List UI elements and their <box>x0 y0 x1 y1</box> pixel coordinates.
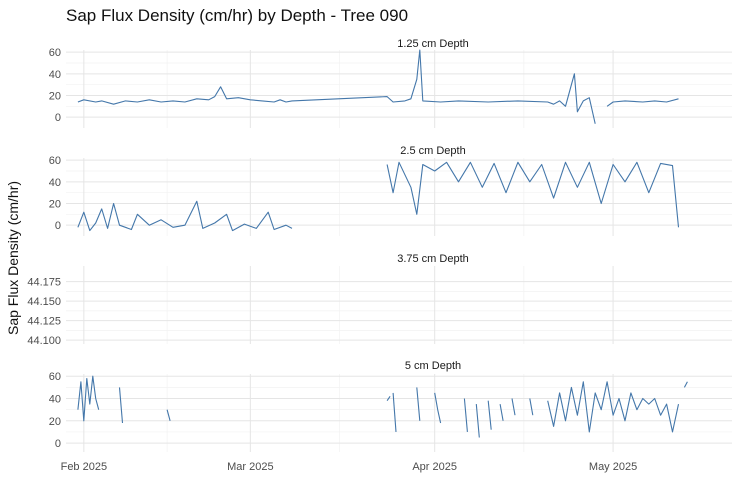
x-tick-label: Mar 2025 <box>227 461 273 473</box>
series-line <box>606 98 679 107</box>
x-tick-label: Apr 2025 <box>412 461 457 473</box>
series-line <box>499 404 504 421</box>
y-tick-label: 40 <box>49 69 61 81</box>
series-line <box>683 381 688 388</box>
panel-4: 0 20 40 60 5 cm Depth <box>49 360 732 452</box>
y-tick-label: 20 <box>49 416 61 428</box>
series-line <box>77 375 100 422</box>
series-line <box>511 398 516 416</box>
y-tick-label: 60 <box>49 155 61 167</box>
series-line <box>416 387 421 421</box>
y-tick-label: 44.175 <box>27 277 61 289</box>
y-tick-label: 60 <box>49 371 61 383</box>
y-tick-label: 40 <box>49 394 61 406</box>
series-line <box>77 49 596 124</box>
panel-2: 0 20 40 60 2.5 cm Depth <box>49 145 732 236</box>
series-line <box>463 398 468 432</box>
series-line <box>77 200 293 232</box>
series-line <box>118 387 124 424</box>
x-tick-label: May 2025 <box>589 461 637 473</box>
y-tick-label: 20 <box>49 91 61 103</box>
series-line <box>386 395 391 402</box>
y-tick-label: 44.125 <box>27 316 61 328</box>
y-axis-label: Sap Flux Density (cm/hr) <box>5 181 21 335</box>
y-tick-label: 44.100 <box>27 335 61 347</box>
panel-strip-label: 2.5 cm Depth <box>400 145 465 157</box>
panel-strip-label: 1.25 cm Depth <box>397 38 469 50</box>
series-line <box>386 161 680 228</box>
y-tick-label: 44.150 <box>27 296 61 308</box>
y-tick-label: 40 <box>49 177 61 189</box>
y-tick-label: 20 <box>49 199 61 211</box>
chart-title: Sap Flux Density (cm/hr) by Depth - Tree… <box>66 6 408 25</box>
series-line <box>529 398 534 416</box>
y-tick-label: 0 <box>55 438 61 450</box>
panel-1: 0 20 40 60 1.25 cm Depth <box>49 38 732 128</box>
series-line <box>434 392 442 424</box>
panel-strip-label: 5 cm Depth <box>405 360 461 372</box>
series-line <box>547 381 680 433</box>
series-line <box>487 400 492 430</box>
series-line <box>392 392 397 432</box>
y-tick-label: 0 <box>55 112 61 124</box>
y-tick-label: 60 <box>49 47 61 59</box>
series-line <box>166 409 171 421</box>
series-line <box>475 404 480 438</box>
panel-3: 44.100 44.125 44.150 44.175 3.75 cm Depth <box>27 253 732 347</box>
y-tick-label: 0 <box>55 220 61 232</box>
x-tick-label: Feb 2025 <box>61 461 107 473</box>
panel-strip-label: 3.75 cm Depth <box>397 253 469 265</box>
